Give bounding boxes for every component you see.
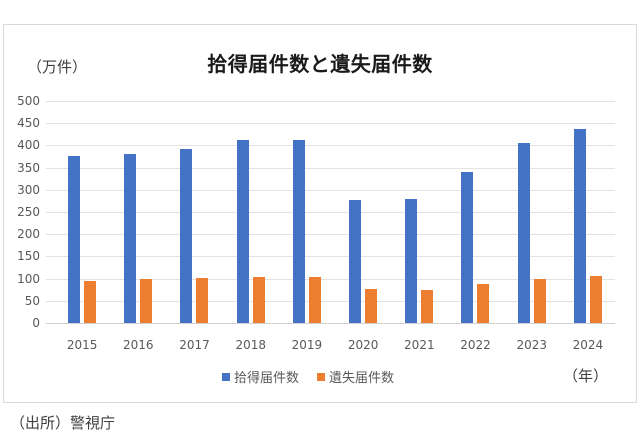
gridline [46, 234, 615, 236]
y-tick-label: 200 [17, 227, 40, 242]
bar-lost [477, 283, 490, 323]
plot-area [54, 101, 616, 323]
x-tick-label: 2015 [66, 338, 98, 352]
bar-lost [196, 278, 209, 323]
x-tick-label: 2018 [235, 338, 266, 352]
category-group [279, 101, 335, 323]
x-tick-label: 2019 [291, 338, 323, 352]
legend-item-lost: 遺失届件数 [317, 367, 394, 386]
category-group [54, 101, 110, 323]
x-tick-label: 2022 [460, 338, 491, 352]
y-tick-label: 400 [17, 138, 40, 153]
bar-lost [308, 276, 321, 323]
bar-lost [84, 280, 96, 323]
gridline [46, 323, 615, 324]
y-axis-unit-label: （万件） [27, 58, 88, 76]
gridline [46, 167, 615, 169]
bar-found [349, 200, 362, 323]
category-group [110, 101, 166, 323]
bar-found [461, 172, 474, 323]
category-group [504, 101, 560, 323]
y-tick-label: 0 [32, 316, 40, 330]
legend-swatch-blue-icon [222, 372, 230, 381]
bar-found [517, 143, 530, 323]
gridline [46, 123, 615, 125]
x-axis-unit-label: （年） [563, 367, 609, 385]
bar-found [180, 148, 193, 323]
category-group [391, 101, 447, 323]
gridline [46, 189, 615, 191]
x-tick-label: 2020 [347, 338, 379, 352]
bar-found [573, 128, 586, 323]
x-tick-label: 2017 [179, 338, 210, 352]
x-tick-label: 2021 [404, 338, 435, 352]
x-tick-label: 2016 [123, 338, 154, 352]
bar-found [236, 140, 249, 323]
category-group [223, 101, 279, 323]
category-group [447, 101, 503, 323]
legend-label: 遺失届件数 [329, 371, 395, 386]
legend-item-found: 拾得届件数 [222, 367, 299, 386]
y-tick-label: 350 [17, 160, 40, 175]
y-tick-label: 50 [24, 293, 40, 308]
chart-title: 拾得届件数と遺失届件数 [207, 52, 433, 76]
category-group [560, 101, 616, 323]
y-tick-label: 250 [17, 205, 40, 219]
bar-lost [589, 275, 602, 323]
bar-found [68, 156, 80, 323]
gridline [46, 212, 615, 213]
legend-swatch-orange-icon [317, 372, 326, 381]
category-group [166, 101, 222, 323]
category-group [335, 101, 391, 323]
x-tick-label: 2023 [516, 338, 547, 352]
bar-found [292, 140, 305, 323]
bar-lost [533, 278, 546, 323]
gridline [46, 101, 615, 102]
bar-found [405, 198, 418, 323]
gridline [46, 256, 615, 258]
gridline [46, 300, 615, 302]
bar-found [124, 153, 137, 323]
gridline [46, 278, 615, 280]
x-axis: 2015 2016 2017 2018 2019 2020 2021 2022 2023 2024 [54, 338, 616, 352]
y-tick-label: 450 [17, 116, 40, 131]
bar-lost [140, 279, 153, 323]
chart-frame [3, 24, 637, 403]
legend-label: 拾得届件数 [234, 371, 300, 386]
bar-lost [365, 288, 378, 323]
legend: 拾得届件数 遺失届件数 [222, 367, 412, 386]
y-tick-label: 100 [17, 271, 40, 286]
gridline [46, 145, 615, 147]
bar-lost [252, 276, 265, 323]
y-tick-label: 300 [17, 182, 40, 197]
x-tick-label: 2024 [572, 338, 604, 352]
y-tick-label: 500 [17, 94, 40, 108]
bar-lost [421, 290, 434, 323]
source-note: （出所）警視庁 [10, 414, 116, 432]
y-tick-label: 150 [17, 249, 40, 264]
